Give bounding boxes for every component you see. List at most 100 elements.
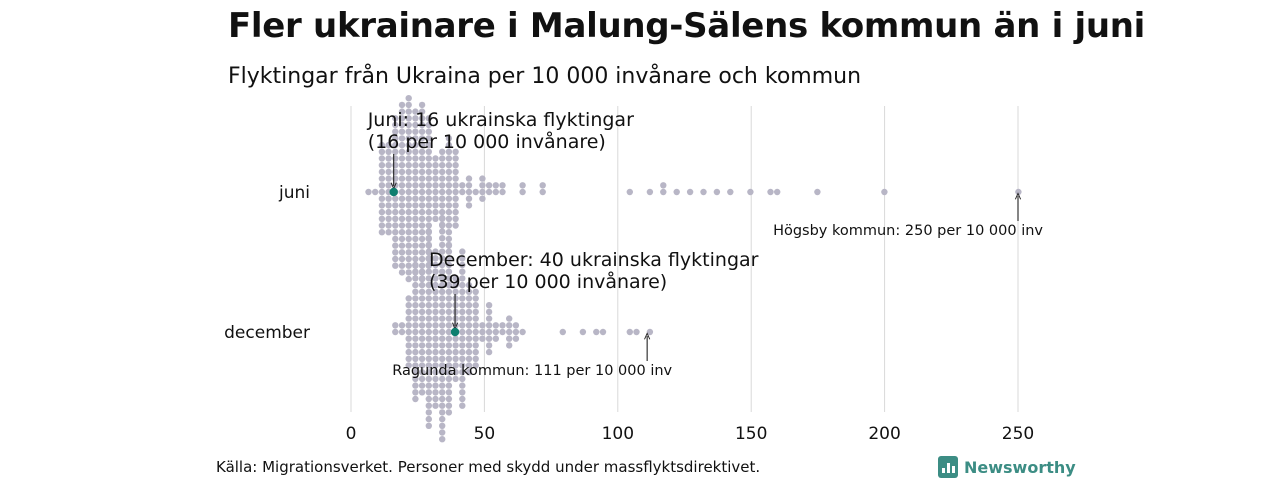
december-point (425, 268, 432, 275)
december-point (465, 302, 473, 309)
december-point (432, 355, 439, 362)
december-point (405, 295, 412, 302)
juni-point (405, 269, 412, 276)
december-point (425, 362, 432, 369)
december-point (418, 342, 426, 349)
december-point (445, 302, 453, 309)
december-point (418, 268, 426, 275)
december-point (465, 295, 473, 302)
juni-point (881, 188, 888, 196)
juni-point (398, 155, 406, 162)
juni-point (398, 168, 406, 176)
juni-point (405, 115, 412, 122)
juni-point (405, 215, 412, 222)
juni-point (418, 128, 426, 135)
juni-point (398, 242, 406, 249)
juni-point (405, 108, 412, 115)
december-point (439, 295, 446, 302)
december-point (412, 355, 419, 362)
juni-point (445, 182, 453, 189)
juni-point (432, 188, 439, 196)
juni-point (392, 168, 399, 176)
juni-point (378, 141, 386, 149)
december-point (465, 355, 473, 362)
juni-point (432, 155, 439, 162)
december-point (445, 395, 453, 403)
juni-point (412, 249, 419, 256)
juni-point (378, 188, 386, 196)
juni-point (392, 155, 399, 162)
juni-point (425, 168, 432, 176)
juni-point (378, 155, 386, 162)
x-tick-label: 100 (602, 424, 634, 444)
juni-point (465, 195, 473, 202)
december-point (472, 362, 479, 369)
juni-point (412, 168, 419, 176)
juni-point (398, 262, 406, 269)
december-point (439, 248, 446, 255)
december-point (418, 295, 426, 302)
december-point (445, 335, 453, 342)
december-point (418, 315, 426, 322)
december-point (472, 335, 479, 342)
december-point (519, 328, 526, 336)
juni-point (405, 168, 412, 176)
juni-point (392, 141, 399, 149)
juni-point (405, 262, 412, 269)
juni-point (439, 202, 446, 209)
december-point (405, 348, 412, 356)
juni-point (412, 195, 419, 202)
december-point (439, 355, 446, 362)
december-point (492, 322, 499, 329)
juni-point (385, 202, 392, 209)
december-point (452, 281, 459, 289)
december-point (459, 281, 466, 289)
juni-point (412, 175, 419, 182)
december-point (445, 362, 453, 369)
december-point (412, 348, 419, 356)
juni-point (405, 101, 412, 109)
december-point (459, 328, 466, 336)
december-point (432, 248, 439, 255)
juni-point (372, 188, 379, 196)
december-point (432, 375, 439, 383)
december-point (439, 288, 446, 295)
december-point (439, 436, 446, 443)
december-point (432, 328, 439, 336)
december-point (425, 328, 432, 336)
december-point (439, 415, 446, 423)
december-point (465, 362, 473, 369)
december-point (445, 288, 453, 295)
juni-point (412, 202, 419, 209)
juni-point (392, 208, 399, 216)
dot-swarms (365, 95, 1022, 443)
december-point (412, 328, 419, 336)
juni-point (392, 148, 399, 155)
juni-point (445, 168, 453, 176)
juni-point (519, 182, 526, 189)
juni-point (405, 202, 412, 209)
december-point (445, 369, 453, 376)
december-point (425, 322, 432, 329)
juni-point (378, 168, 386, 176)
juni-point (479, 175, 486, 182)
x-tick-label: 0 (346, 424, 357, 444)
juni-point (405, 195, 412, 202)
december-point (439, 422, 446, 429)
juni-point (398, 255, 406, 263)
juni-point (425, 141, 432, 149)
juni-point (418, 229, 426, 236)
december-point (425, 409, 432, 416)
juni-point (378, 229, 386, 236)
row-label-juni: juni (278, 183, 310, 203)
juni-point (412, 182, 419, 189)
x-axis: 0 50 100 150 200 250 (346, 424, 1035, 444)
juni-point (418, 255, 426, 263)
juni-point (405, 162, 412, 169)
juni-point (405, 188, 412, 196)
december-point (472, 315, 479, 322)
juni-point (398, 162, 406, 169)
december-point (459, 348, 466, 356)
juni-point (432, 175, 439, 182)
december-point (418, 288, 426, 295)
